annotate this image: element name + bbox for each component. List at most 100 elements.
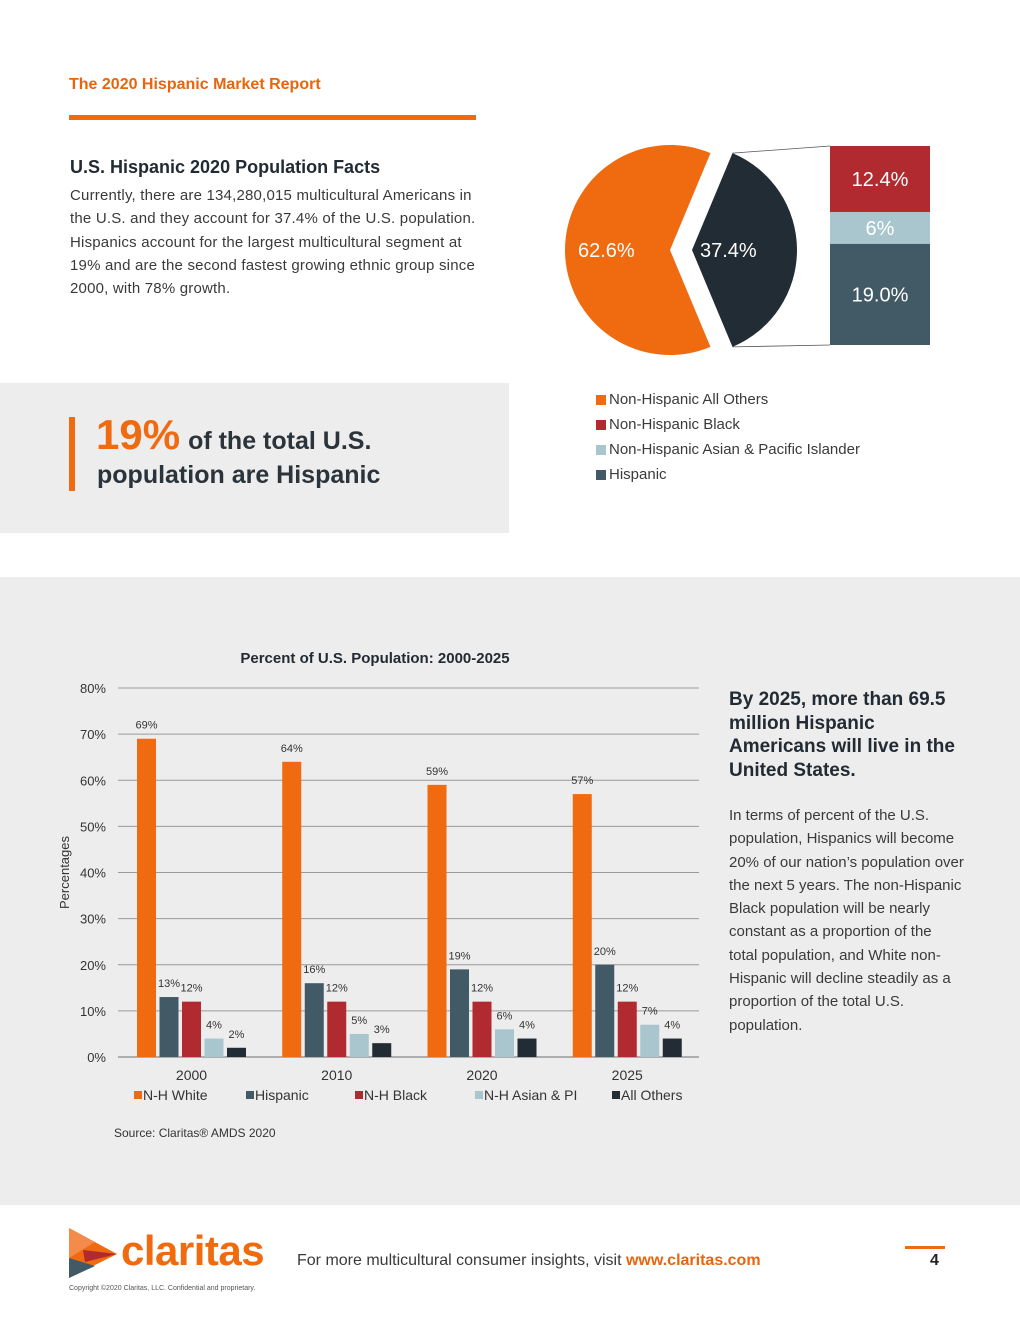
breakdown-label: 6%	[866, 218, 895, 240]
legend-swatch	[596, 469, 606, 480]
bar-data-label: 12%	[471, 983, 493, 995]
bar-legend-swatch	[134, 1091, 142, 1099]
page-number: 4	[930, 1252, 939, 1269]
bar-data-label: 6%	[497, 1010, 513, 1022]
pie-connector-top	[732, 145, 831, 154]
breakdown-segment	[830, 146, 930, 212]
bar-legend-label: N-H White	[143, 1087, 208, 1103]
pie-label-multicultural: 37.4%	[700, 240, 757, 262]
breakdown-label: 12.4%	[852, 169, 909, 191]
population-trend-section	[0, 577, 1020, 1205]
bar	[204, 1038, 224, 1057]
bar-data-label: 64%	[281, 743, 303, 755]
x-tick-label: 2010	[321, 1067, 352, 1083]
bar	[617, 1001, 637, 1057]
legend-label: Non-Hispanic All Others	[609, 391, 769, 408]
bar	[327, 1001, 347, 1057]
y-tick-label: 50%	[80, 819, 106, 834]
pie-legend: Non-Hispanic All Others Non-Hispanic Blac…	[596, 387, 860, 487]
bar	[662, 1038, 682, 1057]
pie-label-non-hispanic: 62.6%	[578, 240, 635, 262]
breakdown-segment	[830, 211, 930, 244]
y-tick-label: 10%	[80, 1004, 106, 1019]
bar-data-label: 4%	[519, 1020, 535, 1032]
callout-text-1: of the total U.S.	[188, 427, 372, 455]
chart-source: Source: Claritas® AMDS 2020	[114, 1126, 276, 1140]
title-divider	[69, 115, 476, 120]
pie-connector-bottom	[732, 344, 831, 348]
breakdown-segment	[830, 243, 930, 345]
callout-line-1: 19% of the total U.S.	[96, 411, 371, 459]
bar-legend-label: N-H Asian & PI	[484, 1087, 577, 1103]
side-body: In terms of percent of the U.S. populati…	[729, 807, 964, 1034]
legend-item: Non-Hispanic Black	[596, 412, 860, 437]
legend-item: Hispanic	[596, 462, 860, 487]
bar	[182, 1001, 201, 1057]
y-tick-label: 40%	[80, 866, 106, 881]
legend-label: Non-Hispanic Black	[609, 416, 740, 433]
bar-data-label: 69%	[135, 720, 157, 732]
population-bar-chart: Percent of U.S. Population: 2000-2025 0% 1…	[57, 650, 699, 1140]
bar	[282, 761, 302, 1057]
bar	[304, 983, 324, 1057]
y-axis-label: Percentages	[57, 836, 72, 909]
y-tick-label: 20%	[80, 958, 106, 973]
bar-data-label: 7%	[642, 1006, 658, 1018]
bar	[372, 1043, 392, 1057]
callout-accent-bar	[69, 417, 75, 491]
y-tick-label: 70%	[80, 727, 106, 742]
bar-legend-label: N-H Black	[364, 1087, 428, 1103]
bar	[450, 969, 469, 1057]
pie-slice-non-hispanic	[565, 145, 711, 355]
bar	[517, 1038, 537, 1057]
legend-swatch	[596, 444, 606, 455]
y-tick-label: 60%	[80, 773, 106, 788]
footer-text: For more multicultural consumer insights…	[297, 1252, 761, 1270]
bar	[137, 738, 156, 1057]
bar-data-label: 20%	[594, 946, 616, 958]
footer-divider	[905, 1246, 945, 1249]
bar-data-label: 5%	[351, 1015, 367, 1027]
legend-item: Non-Hispanic Asian & Pacific Islander	[596, 437, 860, 462]
bar-data-label: 2%	[229, 1029, 245, 1041]
bar	[159, 997, 179, 1057]
callout-percent: 19%	[96, 411, 181, 458]
facts-heading: U.S. Hispanic 2020 Population Facts	[70, 157, 381, 177]
bar-data-label: 4%	[664, 1020, 680, 1032]
claritas-logo-icon	[69, 1228, 117, 1278]
legend-label: Hispanic	[609, 466, 667, 483]
legend-label: Non-Hispanic Asian & Pacific Islander	[609, 441, 860, 458]
bar-legend-label: All Others	[621, 1087, 682, 1103]
y-tick-label: 30%	[80, 912, 106, 927]
bar-chart-title: Percent of U.S. Population: 2000-2025	[240, 650, 509, 667]
legend-swatch	[596, 419, 606, 430]
x-tick-label: 2025	[612, 1067, 643, 1083]
bar	[572, 794, 592, 1057]
bar	[495, 1029, 514, 1057]
footer-text-prefix: For more multicultural consumer insights…	[297, 1252, 626, 1269]
bar	[472, 1001, 492, 1057]
y-tick-label: 80%	[80, 681, 106, 696]
facts-body: Currently, there are 134,280,015 multicu…	[70, 187, 476, 298]
bar-legend-swatch	[355, 1091, 363, 1099]
bar	[595, 964, 615, 1057]
copyright: Copyright ©2020 Claritas, LLC. Confident…	[69, 1285, 256, 1292]
bar	[640, 1024, 660, 1057]
claritas-website-link[interactable]: www.claritas.com	[625, 1252, 761, 1269]
legend-item: Non-Hispanic All Others	[596, 387, 860, 412]
bar-data-label: 59%	[426, 766, 448, 778]
x-tick-label: 2020	[466, 1067, 497, 1083]
bar-data-label: 16%	[303, 964, 325, 976]
callout-text-2: population are Hispanic	[97, 461, 381, 489]
bar-data-label: 12%	[616, 983, 638, 995]
bar-data-label: 19%	[448, 950, 470, 962]
bar-data-label: 57%	[571, 775, 593, 787]
bar-legend-swatch	[246, 1091, 254, 1099]
callout-box	[0, 383, 509, 533]
bar	[427, 784, 447, 1057]
claritas-logo-text: claritas	[121, 1227, 265, 1274]
population-pie-chart: 12.4% 6% 19.0% 62.6% 37.4%	[565, 145, 930, 355]
y-tick-label: 0%	[87, 1050, 106, 1065]
bar-data-label: 3%	[374, 1024, 390, 1036]
bar-data-label: 12%	[180, 983, 202, 995]
